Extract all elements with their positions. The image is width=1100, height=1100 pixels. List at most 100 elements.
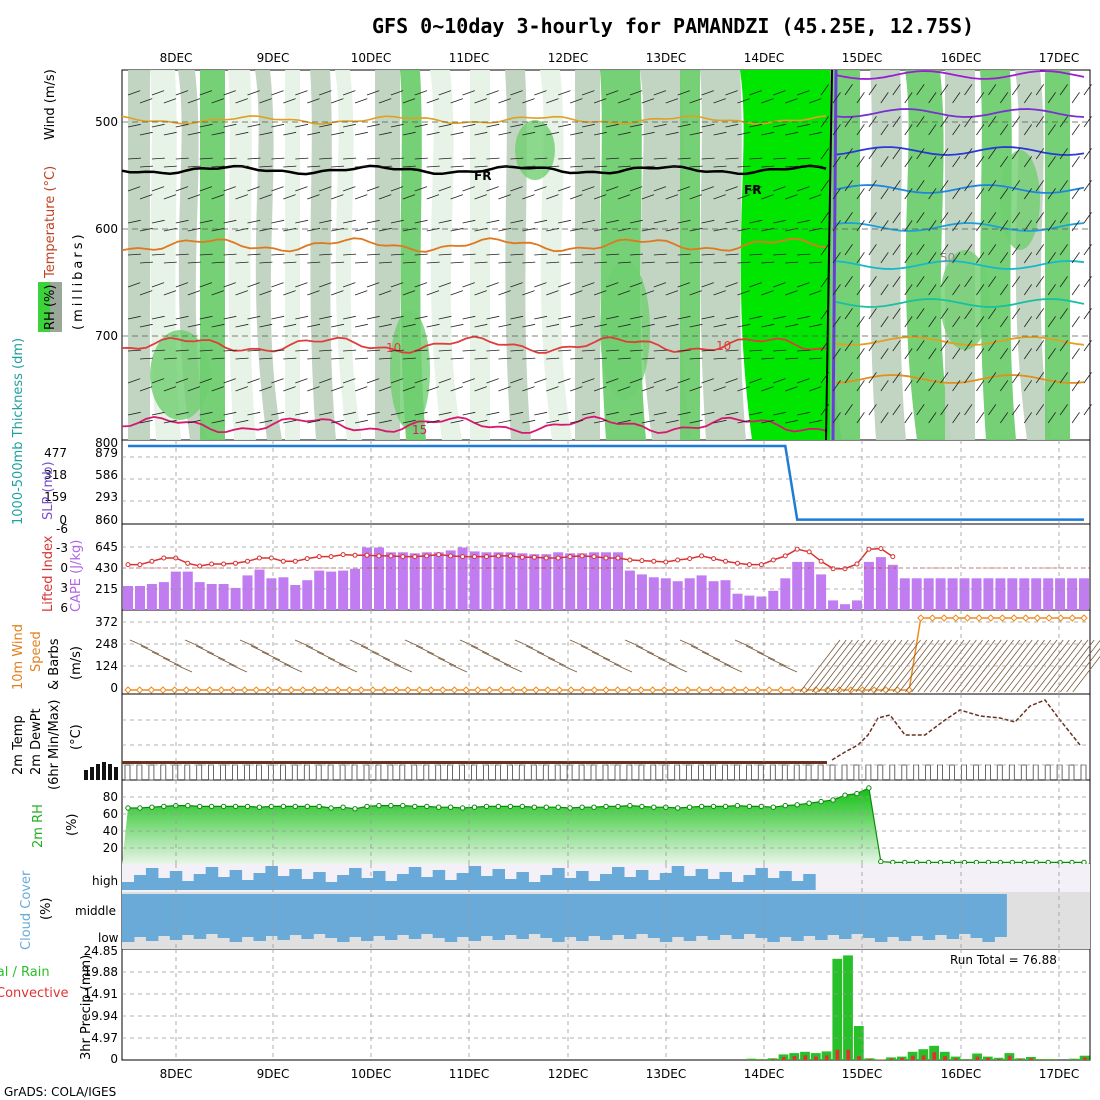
cape-bar (218, 584, 229, 610)
wind-barb (797, 349, 811, 352)
wind10m-barb (195, 645, 215, 655)
wind-barb (522, 290, 535, 296)
cape-bar (624, 570, 635, 610)
wind-barb (558, 186, 571, 192)
temp-minmax-bar (435, 764, 442, 781)
wind-barb (856, 124, 865, 136)
temp-minmax-bar (351, 764, 358, 781)
wind-barb (964, 308, 973, 320)
cape-bar (194, 582, 205, 610)
wind-barb (199, 378, 213, 384)
wind-barb (641, 98, 655, 104)
cape-bar (601, 552, 611, 610)
cloud-low-bar (874, 894, 888, 942)
wind-barb (904, 92, 913, 104)
temp-minmax-bar (136, 764, 143, 781)
isotherm-line-right (835, 374, 1085, 384)
wind-barb (820, 340, 829, 352)
precip-layer (746, 955, 1090, 1060)
wind-barb (438, 411, 452, 416)
wind-barb (820, 372, 829, 384)
wind-barb (677, 378, 691, 384)
wind-barb (1035, 180, 1045, 192)
wind-barb (223, 315, 237, 320)
wind10m-barb-strong (929, 639, 971, 693)
wind-barb (1083, 84, 1092, 96)
wind-barb (1083, 308, 1092, 320)
wind-barb (534, 253, 548, 256)
cape-bar (314, 570, 325, 610)
lifted-index-point (555, 555, 561, 561)
wind-barb (773, 411, 787, 416)
cloud-low-bar (540, 894, 553, 938)
bottom-date-label: 17DEC (1039, 1067, 1079, 1081)
wind-barb (331, 194, 344, 200)
wind-barb (1011, 180, 1021, 192)
cape-bar (242, 575, 253, 610)
wind-barb (725, 219, 739, 224)
wind-barb (988, 148, 997, 160)
wind-barb (773, 90, 786, 96)
wind-barb (486, 253, 500, 256)
wind-barb (797, 123, 810, 128)
wind-barb (1035, 308, 1045, 320)
wind-barb (414, 157, 428, 160)
wind-barb (1047, 316, 1056, 328)
rh2m-point (185, 802, 191, 809)
cape-bar (206, 584, 217, 610)
cape-bar (923, 578, 934, 610)
temp-minmax-bar (315, 764, 322, 781)
wind-barb (366, 349, 381, 352)
wind10m-point (334, 686, 342, 694)
thickness-tick: 159 (44, 490, 67, 504)
wind-barb (354, 419, 368, 424)
wind-barb (450, 98, 464, 104)
wind10m-point (637, 686, 645, 694)
temp-minmax-bar (423, 764, 430, 781)
cloud-high-bar (373, 871, 386, 890)
wind-barb (163, 261, 177, 264)
cape-bar (732, 593, 743, 610)
wind-barb (522, 323, 536, 328)
wind-barb (689, 165, 703, 168)
lifted-index-point (519, 554, 525, 560)
wind-barb (737, 261, 751, 264)
wind-barb (390, 253, 404, 256)
wind10m-point (952, 614, 960, 622)
rh-shade-band (980, 70, 1016, 440)
wind-barb (271, 378, 284, 384)
cloud-high-bar (480, 876, 493, 890)
wind-barb (1083, 372, 1092, 384)
wind-barb (546, 98, 559, 104)
wind-barb (928, 316, 937, 328)
wind10m-point (439, 686, 447, 694)
wind-barb (438, 349, 452, 352)
wind-barb (438, 378, 452, 384)
rh2m-point (997, 859, 1003, 866)
wind10m-point (369, 686, 377, 694)
temp-minmax-bar (124, 764, 131, 781)
temp-minmax-bar (459, 764, 466, 781)
wind10m-barb-strong (1004, 639, 1045, 693)
cape-bar (1055, 578, 1066, 610)
wind-barb (701, 157, 715, 160)
precip-conv-bar (867, 1059, 872, 1060)
wind-barb (617, 323, 631, 328)
temp-legend-bar (114, 767, 118, 780)
wind10m-point (753, 686, 762, 694)
wind-barb (1000, 92, 1009, 104)
cloud-high-bar (647, 880, 661, 890)
wind10m-point (602, 686, 610, 694)
wind-barb (438, 186, 452, 192)
wind-barb (809, 98, 822, 104)
wind-barb (534, 349, 548, 352)
wind-barb (546, 165, 560, 168)
wind-barb (617, 290, 631, 296)
wind10m-barb-strong (836, 639, 878, 693)
wind-barb (904, 124, 913, 136)
cape-bar (995, 578, 1006, 610)
wind-barb (486, 123, 500, 128)
wind-barb (522, 386, 535, 392)
wind-barb (605, 253, 620, 256)
